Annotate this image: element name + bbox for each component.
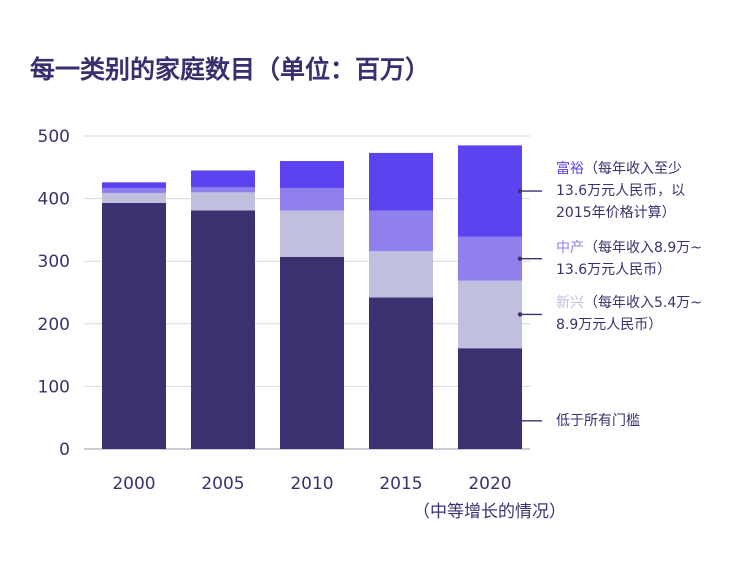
bar-2000-series-0: [102, 202, 166, 449]
legend-keyword: 低于: [556, 412, 584, 429]
y-tick-label: 0: [59, 440, 70, 460]
bar-2005-series-1: [191, 192, 255, 211]
x-tick-label: 2015: [379, 474, 422, 494]
bar-2020-series-0: [458, 348, 522, 449]
bar-2015-series-1: [369, 251, 433, 298]
x-tick-label: 2005: [201, 474, 244, 494]
legend-dot-1: [517, 312, 523, 317]
bar-2015-series-2: [369, 210, 433, 252]
legend-dot-0: [517, 418, 523, 423]
bar-2010-series-0: [280, 256, 344, 449]
bar-2005-series-3: [191, 170, 255, 188]
legend-detail: 所有门槛: [584, 412, 640, 429]
y-tick-label: 300: [38, 252, 70, 272]
chart-title: 每一类别的家庭数目（单位：百万）: [30, 55, 431, 84]
legend-keyword: 中产: [556, 239, 584, 256]
x-tick-label: 2010: [290, 474, 333, 494]
bar-2010-series-2: [280, 187, 344, 211]
bar-2005-series-0: [191, 210, 255, 449]
bar-2015-series-0: [369, 297, 433, 449]
bar-2000-series-1: [102, 192, 166, 203]
legend-detail: （每年收入5.4万~ 8.9万元人民币）: [556, 295, 702, 334]
y-tick-label: 200: [38, 315, 70, 335]
bar-2005-series-2: [191, 187, 255, 193]
bar-2010-series-3: [280, 161, 344, 188]
x-tick-label: 2000: [112, 474, 155, 494]
legend-label-series-2: 中产（每年收入8.9万~ 13.6万元人民币）: [556, 237, 702, 281]
legend-label-series-1: 新兴（每年收入5.4万~ 8.9万元人民币）: [556, 292, 702, 336]
bar-2000-series-2: [102, 187, 166, 193]
legend-label-series-3: 富裕（每年收入至少 13.6万元人民币，以 2015年价格计算）: [556, 158, 685, 224]
bar-2020-series-2: [458, 236, 522, 281]
bar-2010-series-1: [280, 210, 344, 257]
x-tick-label: 2020: [468, 474, 511, 494]
bar-2015-series-3: [369, 152, 433, 211]
legend-detail: （每年收入8.9万~ 13.6万元人民币）: [556, 239, 702, 278]
y-tick-label: 100: [38, 377, 70, 397]
scenario-note: （中等增长的情况）: [413, 502, 566, 522]
legend-label-series-0: 低于所有门槛: [556, 410, 640, 432]
bar-2000-series-3: [102, 182, 166, 188]
legend-detail: （每年收入至少 13.6万元人民币，以 2015年价格计算）: [556, 161, 686, 222]
y-tick-label: 400: [38, 190, 70, 210]
legend-dot-2: [517, 256, 523, 261]
legend-keyword: 富裕: [556, 161, 584, 178]
legend-dot-3: [517, 188, 523, 194]
y-tick-label: 500: [38, 127, 70, 147]
bar-2020-series-3: [458, 145, 522, 237]
bar-2020-series-1: [458, 280, 522, 349]
legend-keyword: 新兴: [556, 295, 584, 312]
